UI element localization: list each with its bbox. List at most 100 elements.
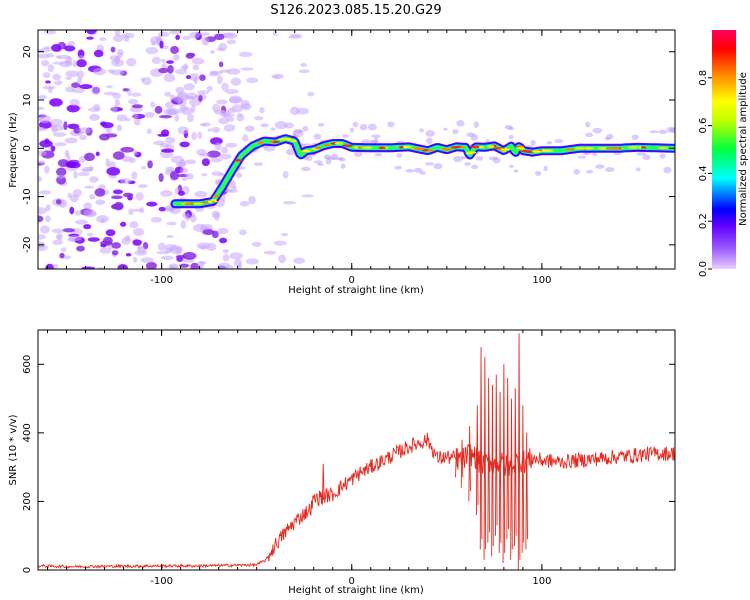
noise-blob — [307, 91, 315, 97]
noise-blob — [216, 47, 225, 51]
noise-blob — [169, 94, 176, 101]
noise-blob — [166, 235, 174, 239]
noise-blob — [94, 188, 106, 197]
ridge-halo-blob — [475, 156, 484, 161]
noise-blob — [100, 217, 105, 223]
snr-spike — [483, 357, 487, 560]
noise-blob — [59, 252, 65, 259]
noise-blob — [186, 52, 196, 57]
ridge-hotspot — [470, 145, 482, 149]
ridge-halo-blob — [585, 169, 594, 174]
ridge-hotspot — [286, 138, 293, 141]
noise-blob — [181, 177, 187, 182]
snr-spike — [502, 364, 506, 564]
noise-blob — [114, 98, 120, 107]
noise-blob — [150, 36, 162, 45]
snr-spike — [475, 405, 479, 516]
snr-spike — [487, 377, 490, 543]
noise-blob — [38, 242, 45, 249]
noise-blob — [52, 132, 67, 137]
noise-blob — [95, 199, 106, 205]
ridge-halo-blob — [367, 123, 377, 131]
ridge-halo-blob — [353, 150, 363, 158]
spectrogram-plot-area — [38, 30, 675, 269]
noise-blob — [169, 30, 182, 35]
colorbar-label: Normalized spectral amplitude — [738, 72, 749, 226]
noise-blob — [160, 148, 175, 153]
noise-blob — [151, 56, 162, 65]
ridge-halo-blob — [426, 137, 433, 145]
noise-blob — [66, 154, 71, 161]
ridge-halo-blob — [325, 159, 332, 165]
spectrogram-frame — [37, 29, 676, 270]
ridge-halo-blob — [530, 139, 536, 146]
noise-blob — [110, 46, 116, 53]
noise-blob — [71, 82, 81, 88]
noise-blob — [38, 114, 51, 124]
ridge-halo-blob — [425, 162, 435, 166]
ridge-halo-blob — [260, 123, 269, 128]
noise-blob — [38, 207, 47, 215]
ridge-hotspot — [291, 139, 297, 143]
noise-blob — [44, 215, 51, 223]
ridge-halo-blob — [342, 134, 349, 139]
noise-blob — [174, 114, 180, 122]
snr-spike — [321, 463, 325, 505]
noise-blob — [76, 245, 85, 252]
noise-blob — [218, 262, 230, 269]
noise-blob — [301, 194, 314, 198]
noise-blob — [161, 58, 166, 63]
noise-blob — [42, 72, 51, 79]
noise-blob — [237, 262, 243, 269]
noise-blob — [245, 258, 260, 265]
snr-spike — [510, 398, 513, 560]
noise-blob — [197, 131, 203, 140]
noise-blob — [175, 34, 180, 41]
noise-blob — [154, 105, 163, 114]
noise-blob — [201, 158, 210, 167]
noise-blob — [135, 192, 144, 201]
noise-blob — [169, 245, 183, 255]
noise-blob — [242, 134, 249, 142]
colorbar-tick-label: 0.4 — [698, 165, 709, 181]
noise-blob — [254, 116, 264, 121]
snr-panel: -100 0 100 0 200 400 600 Height of straight li… — [8, 329, 676, 596]
ridge-hotspot — [234, 159, 243, 162]
ridge-halo-blob — [649, 130, 659, 134]
ridge-hotspot — [451, 146, 458, 149]
noise-blob — [45, 263, 55, 269]
ridge-halo-blob — [323, 154, 331, 160]
noise-blob — [197, 90, 210, 95]
noise-blob — [44, 30, 57, 35]
noise-blob — [68, 235, 82, 242]
noise-blob — [107, 69, 116, 74]
noise-blob — [123, 34, 130, 43]
noise-blob — [186, 92, 198, 100]
noise-blob — [132, 113, 139, 119]
ridge-halo-blob — [405, 168, 415, 173]
noise-blob — [206, 242, 217, 251]
noise-blob — [293, 257, 305, 264]
noise-blob — [89, 113, 100, 121]
noise-blob — [198, 32, 210, 37]
ridge-halo-blob — [470, 134, 479, 141]
noise-blob — [117, 49, 124, 56]
snr-xtick-label: 100 — [532, 576, 551, 587]
ridge-halo-blob — [573, 168, 581, 175]
ridge-halo-blob — [253, 162, 263, 167]
noise-blob — [51, 228, 65, 234]
noise-blob — [273, 30, 278, 37]
ridge-halo-blob — [657, 129, 668, 135]
ridge-hotspot — [357, 146, 362, 149]
noise-blob — [166, 221, 177, 226]
noise-blob — [67, 40, 76, 46]
snr-spike — [495, 374, 498, 536]
colorbar: 0.0 0.2 0.4 0.6 0.8 Normalized spectral ampl… — [698, 30, 749, 277]
noise-blob — [201, 36, 210, 46]
noise-blob — [225, 142, 238, 148]
noise-blob — [164, 101, 174, 109]
noise-blob — [191, 131, 198, 141]
noise-blob — [158, 67, 169, 74]
ridge-halo-blob — [669, 127, 675, 134]
